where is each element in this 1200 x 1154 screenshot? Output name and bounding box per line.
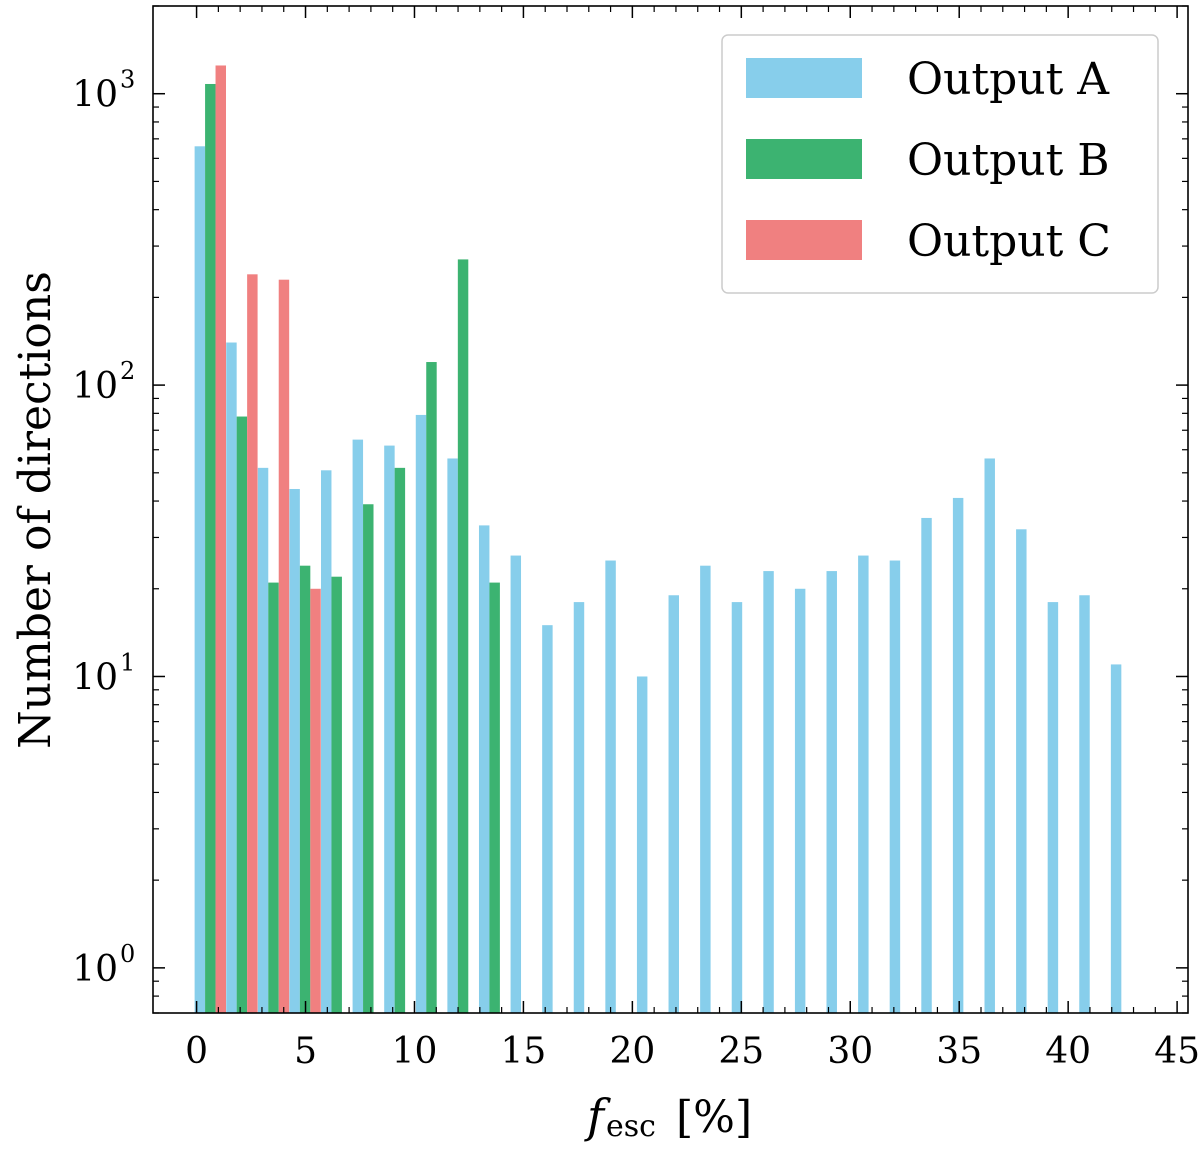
y-tick-label: 10 1: [72, 648, 135, 698]
bar-output-a-29: [1110, 664, 1122, 1013]
bar-output-b-5: [363, 504, 374, 1013]
bar-output-c-1: [247, 274, 258, 1013]
ticks-layer: [153, 5, 1188, 1014]
bar-output-b-7: [426, 362, 437, 1013]
bar-output-a-25: [984, 458, 995, 1014]
x-axis-label-unit: [%]: [676, 1092, 752, 1143]
plot-frame: [152, 5, 1189, 1014]
bar-output-a-2: [257, 467, 269, 1014]
bar-output-a-0: [194, 146, 206, 1014]
x-tick-label: 15: [501, 1031, 547, 1072]
legend-swatch-output-a: [746, 58, 862, 98]
bar-output-a-24: [952, 497, 964, 1013]
x-axis-label-subscript: esc: [606, 1109, 656, 1144]
x-tick-label: 20: [609, 1031, 655, 1072]
bar-output-a-18: [763, 571, 774, 1013]
x-tick-label: 30: [827, 1031, 873, 1072]
bar-output-a-3: [289, 488, 300, 1013]
bar-output-a-19: [794, 588, 806, 1013]
bars-layer: [194, 65, 1122, 1014]
bar-output-c-0: [215, 65, 226, 1014]
legend-label-output-a: Output A: [907, 54, 1110, 105]
bar-output-a-8: [447, 458, 458, 1014]
legend-label-output-c: Output C: [907, 216, 1111, 267]
bar-output-a-21: [858, 555, 869, 1013]
bar-output-a-9: [478, 525, 490, 1013]
y-tick-label-base: 10: [72, 657, 118, 698]
bar-output-b-0: [205, 83, 216, 1014]
legend: Output A Output B Output C: [721, 34, 1159, 294]
y-tick-label-exponent: 1: [120, 648, 135, 676]
bar-output-a-22: [889, 560, 901, 1013]
bar-output-a-12: [573, 602, 585, 1013]
legend-items: Output A Output B Output C: [746, 54, 1111, 267]
x-tick-label: 25: [718, 1031, 764, 1072]
y-tick-label: 10 0: [72, 940, 135, 990]
x-axis-label: f esc [%]: [584, 1089, 752, 1144]
bar-output-a-28: [1079, 595, 1090, 1013]
y-tick-label-exponent: 3: [120, 66, 135, 94]
y-tick-label-exponent: 2: [120, 357, 135, 385]
bar-output-a-13: [605, 560, 616, 1013]
bar-output-b-6: [394, 467, 406, 1014]
x-tick-label: 10: [392, 1031, 438, 1072]
bar-output-a-27: [1047, 602, 1059, 1013]
y-tick-label: 10 2: [72, 357, 135, 407]
bar-output-a-10: [510, 555, 522, 1013]
bar-output-a-5: [352, 439, 364, 1013]
y-axis-label: Number of directions: [10, 271, 61, 749]
bar-output-a-26: [1016, 529, 1027, 1013]
bar-output-b-1: [236, 416, 248, 1013]
bar-output-a-23: [921, 517, 932, 1013]
y-tick-label-base: 10: [72, 949, 118, 990]
bar-output-c-2: [278, 279, 290, 1013]
bar-output-a-7: [415, 414, 427, 1013]
bar-output-a-17: [731, 602, 743, 1013]
x-tick-labels: 0 5 10 15 20 25 30 35 40 45: [185, 1031, 1200, 1072]
bar-output-b-2: [268, 582, 279, 1013]
bar-output-a-20: [826, 571, 837, 1013]
bar-output-a-16: [700, 565, 711, 1013]
y-tick-label: 10 3: [72, 66, 135, 116]
x-tick-label: 40: [1045, 1031, 1091, 1072]
bar-output-c-3: [310, 588, 321, 1013]
bar-output-b-8: [457, 259, 469, 1013]
bar-output-a-6: [384, 445, 395, 1014]
bar-output-a-4: [321, 470, 332, 1013]
x-tick-label: 35: [936, 1031, 982, 1072]
y-tick-label-exponent: 0: [120, 940, 135, 968]
x-tick-label: 5: [294, 1031, 317, 1072]
y-tick-label-base: 10: [72, 75, 118, 116]
bar-output-a-11: [542, 625, 553, 1013]
legend-label-output-b: Output B: [907, 135, 1110, 186]
legend-swatch-output-b: [746, 139, 862, 179]
x-tick-label: 0: [185, 1031, 208, 1072]
bar-output-a-14: [636, 676, 648, 1013]
bar-output-b-9: [489, 582, 500, 1013]
y-tick-label-base: 10: [72, 366, 118, 407]
bar-output-a-15: [668, 595, 679, 1013]
bar-output-b-4: [331, 576, 342, 1013]
legend-swatch-output-c: [746, 220, 862, 260]
bar-output-a-1: [226, 342, 237, 1013]
bar-output-b-3: [299, 565, 311, 1013]
x-tick-label: 45: [1154, 1031, 1200, 1072]
